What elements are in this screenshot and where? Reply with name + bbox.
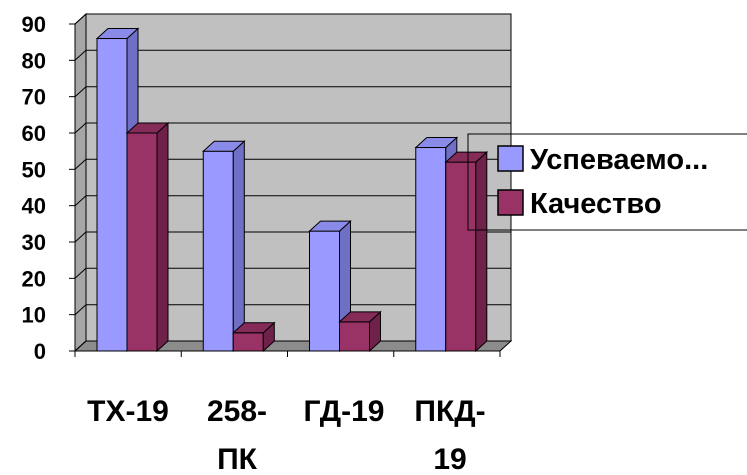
bar [232,321,276,353]
gridline [74,231,511,243]
bar-top [308,220,352,232]
bar-front [202,150,234,352]
bar-front [232,332,264,352]
x-tick-label: 258- [207,395,267,428]
x-axis-labels: ТХ-19 258- ПК ГД-19 ПКД- 19 [87,395,485,475]
bar-top [338,311,382,323]
legend-swatch [497,189,524,216]
y-axis-ticks: 0 10 20 30 40 50 60 70 80 90 [22,12,46,364]
bar-front [96,38,128,352]
bar [308,219,352,353]
gridline [74,86,511,98]
bar-top [232,322,276,334]
bar [444,150,489,353]
bar-front [126,132,158,352]
bar-front [415,147,447,352]
x-tick-label: ТХ-19 [87,395,169,428]
gridlines [74,13,511,352]
y-tick-label: 90 [22,12,46,37]
y-tick-label: 0 [34,339,46,364]
bar [338,310,382,353]
bar [202,140,246,353]
bar-top [202,140,246,152]
legend-label: Успеваемо... [530,144,708,176]
x-tick-label: ПК [217,443,258,475]
x-tick-label: 19 [433,443,466,475]
y-tick-label: 70 [22,85,46,110]
legend: Успеваемо... Качество [467,133,747,231]
bar-top [414,137,459,148]
side-wall [74,12,87,353]
bar-side [475,150,488,353]
gridline [74,304,511,316]
legend-label: Качество [530,188,662,220]
bar-front [445,161,477,352]
x-tick-label: ПКД- [414,395,485,428]
gridline [74,195,511,207]
bar-front [309,230,340,352]
gridline [74,158,511,170]
bar-side [156,121,169,353]
y-tick-label: 30 [22,230,46,255]
bar-top [95,28,140,39]
bar-side [232,140,245,353]
gridline [74,49,511,61]
y-tick-label: 60 [22,121,46,146]
gridline [74,13,511,25]
x-tick-label: ГД-19 [304,395,385,428]
y-tick-label: 20 [22,266,46,291]
y-tick-label: 80 [22,48,46,73]
bar-top [125,122,170,134]
legend-box [467,133,747,231]
gridline [74,122,511,134]
bar-top [444,151,489,163]
bar-front [339,321,370,352]
legend-swatch [497,145,524,172]
y-tick-label: 50 [22,157,46,182]
y-tick-label: 10 [22,303,46,328]
gridline [74,267,511,279]
bar [125,121,170,353]
y-tick-label: 40 [22,194,46,219]
bars [95,27,489,353]
